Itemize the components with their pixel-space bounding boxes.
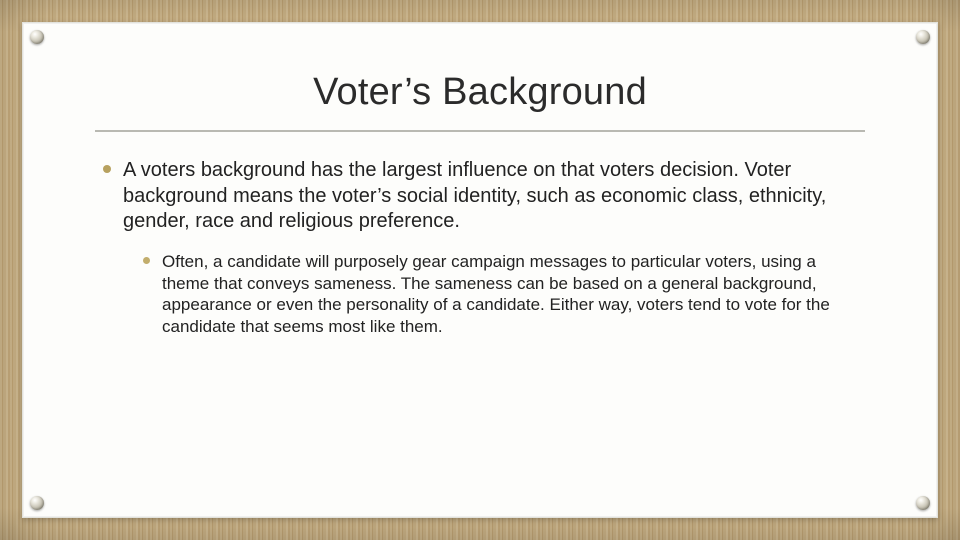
pin-icon	[30, 30, 44, 44]
bullet-level1: A voters background has the largest infl…	[103, 158, 865, 235]
title-divider	[95, 130, 865, 132]
bullet-text: Often, a candidate will purposely gear c…	[162, 251, 865, 338]
bullet-dot-icon	[143, 257, 150, 264]
bullet-text: A voters background has the largest infl…	[123, 158, 865, 235]
slide-card: Voter’s Background A voters background h…	[22, 22, 938, 518]
pin-icon	[30, 496, 44, 510]
slide-title: Voter’s Background	[95, 71, 865, 114]
bullet-dot-icon	[103, 165, 111, 173]
pin-icon	[916, 496, 930, 510]
pin-icon	[916, 30, 930, 44]
bullet-level2: Often, a candidate will purposely gear c…	[143, 251, 865, 338]
